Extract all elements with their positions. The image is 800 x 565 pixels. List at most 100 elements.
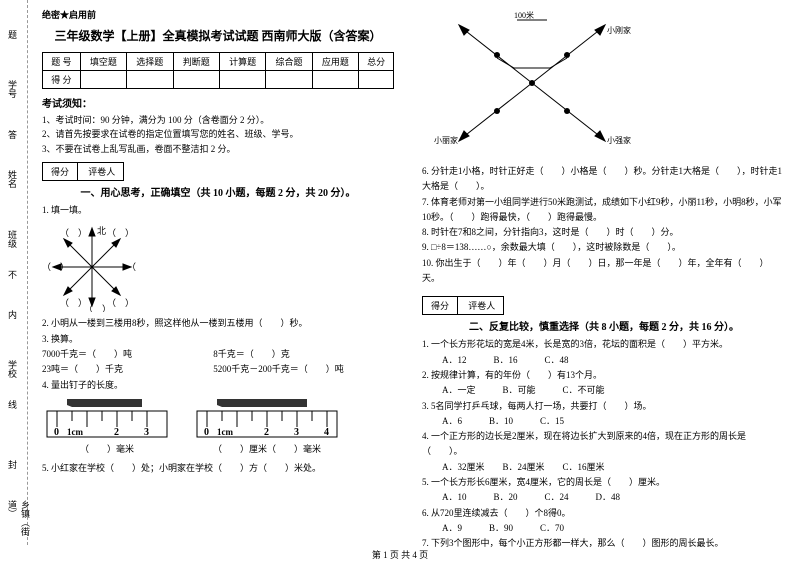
svg-text:0: 0 — [204, 427, 209, 438]
ruler-row: 0 1cm 2 3 （ ）毫米 0 1cm 2 3 4 — [42, 397, 394, 457]
svg-text:2: 2 — [264, 427, 269, 438]
q3: 3. 换算。 — [42, 332, 394, 347]
th: 计算题 — [219, 53, 265, 71]
svg-text:（ ）: （ ） — [107, 228, 134, 238]
ruler2-answer: （ ）厘米（ ）毫米 — [192, 442, 342, 457]
binding-label: 答 — [6, 130, 19, 139]
q4: 4. 量出钉子的长度。 — [42, 378, 394, 393]
ruler1-answer: （ ）毫米 — [42, 442, 172, 457]
th: 选择题 — [127, 53, 173, 71]
th: 总分 — [359, 53, 394, 71]
q5: 5. 小红家在学校（ ）处；小明家在学校（ ）方（ ）米处。 — [42, 461, 394, 476]
svg-text:1cm: 1cm — [67, 427, 83, 437]
c3: 3. 5名同学打乒乓球，每两人打一场，共要打（ ）场。 — [422, 399, 786, 414]
ruler-svg: 0 1cm 2 3 — [42, 397, 172, 442]
td: 得 分 — [43, 71, 81, 89]
page-footer: 第 1 页 共 4 页 — [0, 548, 800, 561]
q3c: 23吨＝（ ）千克 — [42, 362, 211, 377]
th: 判断题 — [173, 53, 219, 71]
north-label: 北 — [97, 226, 106, 236]
score-label: 得分 — [43, 163, 78, 180]
q1: 1. 填一填。 — [42, 203, 394, 218]
binding-label: 封 — [6, 460, 19, 469]
svg-text:4: 4 — [324, 427, 329, 438]
svg-text:100米: 100米 — [514, 10, 534, 20]
q2: 2. 小明从一楼到三楼用8秒，照这样他从一楼到五楼用（ ）秒。 — [42, 316, 394, 331]
svg-text:（ ）: （ ） — [42, 262, 69, 272]
svg-text:小刚家: 小刚家 — [607, 25, 631, 35]
score-box: 得分 评卷人 — [42, 162, 124, 181]
svg-text:小丽家: 小丽家 — [434, 135, 458, 145]
grader-label: 评卷人 — [80, 163, 123, 180]
svg-text:（ ）: （ ） — [60, 228, 87, 238]
left-column: 绝密★启用前 三年级数学【上册】全真模拟考试试题 西南师大版（含答案） 题 号 … — [28, 0, 408, 545]
td — [359, 71, 394, 89]
c6opt: A．9 B．90 C．70 — [422, 521, 786, 536]
compass-svg: 北 （ ）（ ） （ ）（ ） （ ）（ ） （ ） — [42, 222, 142, 312]
compass-diagram: 北 （ ）（ ） （ ）（ ） （ ）（ ） （ ） — [42, 222, 394, 312]
td — [80, 71, 126, 89]
th: 题 号 — [43, 53, 81, 71]
binding-label: 学号 — [6, 80, 19, 98]
score-box: 得分 评卷人 — [422, 296, 504, 315]
binding-label: 内 — [6, 310, 19, 319]
td — [266, 71, 312, 89]
right-column: 100米 小刚家 小丽家 小强家 6. 分针走1小格，时针正好走（ ）小格是（ … — [408, 0, 800, 545]
svg-text:1cm: 1cm — [217, 427, 233, 437]
notice-item: 1、考试时间：90 分钟，满分为 100 分（含卷面分 2 分）。 — [42, 113, 394, 127]
q3d: 5200千克－200千克＝（ ）吨 — [213, 362, 382, 377]
binding-label: 题 — [6, 30, 19, 39]
c6: 6. 从720里连续减去（ ）个8得0。 — [422, 506, 786, 521]
c1: 1. 一个长方形花坛的宽是4米，长是宽的3倍，花坛的面积是（ ）平方米。 — [422, 337, 786, 352]
q3a: 7000千克＝（ ）吨 — [42, 347, 211, 362]
q9: 9. □÷8＝138……○，余数最大填（ ），这时被除数是（ ）。 — [422, 240, 786, 255]
ruler-svg: 0 1cm 2 3 4 — [192, 397, 342, 442]
th: 填空题 — [80, 53, 126, 71]
svg-text:（ ）: （ ） — [60, 298, 87, 308]
binding-label: 不 — [6, 270, 19, 279]
c3opt: A．6 B．10 C．15 — [422, 414, 786, 429]
td — [173, 71, 219, 89]
q3-row: 7000千克＝（ ）吨 8千克＝（ ）克 — [42, 347, 394, 362]
location-diagram: 100米 小刚家 小丽家 小强家 — [422, 8, 786, 158]
th: 综合题 — [266, 53, 312, 71]
ruler1: 0 1cm 2 3 （ ）毫米 — [42, 397, 172, 457]
td — [219, 71, 265, 89]
td — [312, 71, 358, 89]
c5opt: A．10 B．20 C．24 D．48 — [422, 490, 786, 505]
section2-title: 二、反复比较，慎重选择（共 8 小题，每题 2 分，共 16 分）。 — [422, 318, 786, 333]
svg-text:2: 2 — [114, 427, 119, 438]
c2opt: A．一定 B．可能 C．不可能 — [422, 383, 786, 398]
q7: 7. 体育老师对第一小组同学进行50米跑测试，成绩如下小红9秒，小丽11秒，小明… — [422, 195, 786, 226]
svg-text:0: 0 — [54, 427, 59, 438]
q3b: 8千克＝（ ）克 — [213, 347, 382, 362]
secret-label: 绝密★启用前 — [42, 8, 394, 21]
binding-label: 学校 — [6, 360, 19, 378]
svg-text:小强家: 小强家 — [607, 135, 631, 145]
notice-item: 2、请首先按要求在试卷的指定位置填写您的姓名、班级、学号。 — [42, 127, 394, 141]
notice-title: 考试须知： — [42, 95, 394, 110]
notice-block: 考试须知： 1、考试时间：90 分钟，满分为 100 分（含卷面分 2 分）。 … — [42, 95, 394, 156]
paper-title: 三年级数学【上册】全真模拟考试试题 西南师大版（含答案） — [42, 27, 394, 44]
binding-label: 线 — [6, 400, 19, 409]
svg-text:3: 3 — [294, 427, 299, 438]
score-table: 题 号 填空题 选择题 判断题 计算题 综合题 应用题 总分 得 分 — [42, 52, 394, 89]
score-label: 得分 — [423, 297, 458, 314]
binding-label: 乡镇（街道） — [6, 500, 32, 545]
svg-text:3: 3 — [144, 427, 149, 438]
svg-text:（ ）: （ ） — [107, 298, 134, 308]
c4: 4. 一个正方形的边长是2厘米，现在将边长扩大到原来的4倍，现在正方形的周长是（… — [422, 429, 786, 460]
td — [127, 71, 173, 89]
svg-text:（ ）: （ ） — [84, 304, 111, 312]
th: 应用题 — [312, 53, 358, 71]
q6: 6. 分针走1小格，时针正好走（ ）小格是（ ）秒。分针走1大格是（ ），时针走… — [422, 164, 786, 195]
q3-row: 23吨＝（ ）千克 5200千克－200千克＝（ ）吨 — [42, 362, 394, 377]
q10: 10. 你出生于（ ）年（ ）月（ ）日，那一年是（ ）年，全年有（ ）天。 — [422, 256, 786, 287]
ruler2: 0 1cm 2 3 4 （ ）厘米（ ）毫米 — [192, 397, 342, 457]
section1-title: 一、用心思考，正确填空（共 10 小题，每题 2 分，共 20 分）。 — [42, 184, 394, 199]
x-diagram-svg: 100米 小刚家 小丽家 小强家 — [422, 8, 642, 158]
binding-margin: 乡镇（街道） 封 线 学校 内 不 班级 姓名 答 学号 题 — [0, 0, 28, 545]
c5: 5. 一个长方形长6厘米，宽4厘米，它的周长是（ ）厘米。 — [422, 475, 786, 490]
grader-label: 评卷人 — [460, 297, 503, 314]
c1opt: A．12 B．16 C．48 — [422, 353, 786, 368]
